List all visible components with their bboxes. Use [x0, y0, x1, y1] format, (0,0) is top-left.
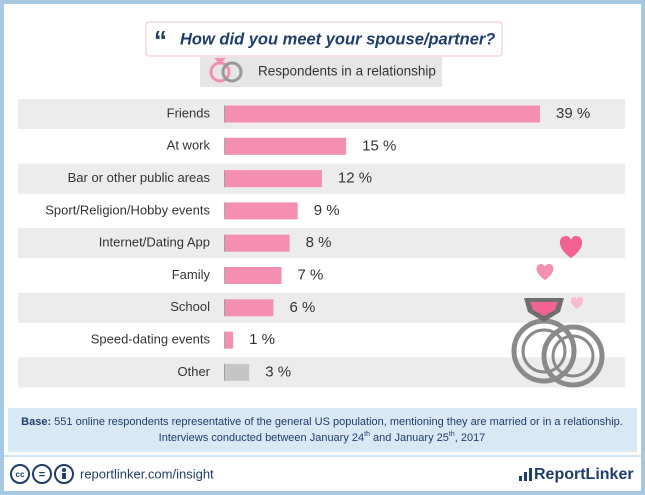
bar [225, 331, 234, 349]
bar [225, 170, 322, 188]
category-label: At work [167, 138, 211, 153]
footer-box [8, 408, 637, 452]
footer-base: Base: 551 online respondents representat… [21, 416, 623, 428]
row-band [18, 228, 625, 259]
value-label: 8 % [306, 234, 332, 251]
category-label: Internet/Dating App [99, 235, 210, 250]
ring-icon [209, 58, 243, 83]
base-text: 551 online respondents representative of… [51, 416, 623, 428]
value-label: 1 % [249, 331, 275, 348]
quote-icon: “ [154, 25, 167, 55]
bar [225, 299, 274, 317]
chart-title: How did you meet your spouse/partner? [180, 30, 495, 48]
license-text: = [39, 469, 45, 481]
row-band [18, 357, 625, 388]
bar [225, 105, 540, 123]
bar [225, 363, 250, 381]
bar [225, 234, 290, 252]
license-icon [32, 464, 52, 484]
bar [225, 137, 347, 155]
category-label: School [170, 299, 210, 314]
category-label: Sport/Religion/Hobby events [45, 202, 210, 217]
value-label: 6 % [289, 299, 315, 316]
superscript: th [449, 431, 455, 438]
bar [225, 267, 282, 284]
logo: ReportLinker [534, 466, 634, 483]
person-icon [54, 464, 74, 484]
value-label: 7 % [298, 266, 324, 283]
footer-interviews: Interviews conducted between January 24t… [159, 431, 486, 444]
license-text: cc [16, 470, 25, 479]
interview-text: and January 25 [370, 432, 449, 444]
category-label: Other [177, 364, 210, 379]
value-label: 12 % [338, 170, 372, 187]
license-icon [10, 464, 30, 484]
category-label: Friends [167, 105, 211, 120]
value-label: 39 % [556, 105, 590, 122]
chart-subtitle: Respondents in a relationship [258, 64, 436, 79]
decoration [511, 236, 605, 388]
row-band [18, 292, 625, 323]
value-label: 9 % [314, 202, 340, 219]
interview-text: Interviews conducted between January 24 [159, 432, 364, 444]
interview-text: , 2017 [455, 432, 486, 444]
logo-icon [519, 468, 532, 481]
site-link[interactable]: reportlinker.com/insight [80, 466, 214, 481]
base-label: Base: [21, 416, 51, 428]
bar [225, 202, 298, 220]
category-label: Speed-dating events [91, 332, 211, 347]
value-label: 3 % [265, 363, 291, 380]
category-label: Bar or other public areas [68, 170, 211, 185]
category-label: Family [172, 267, 211, 282]
title-box [145, 21, 503, 57]
value-label: 15 % [362, 137, 396, 154]
superscript: th [364, 431, 370, 438]
